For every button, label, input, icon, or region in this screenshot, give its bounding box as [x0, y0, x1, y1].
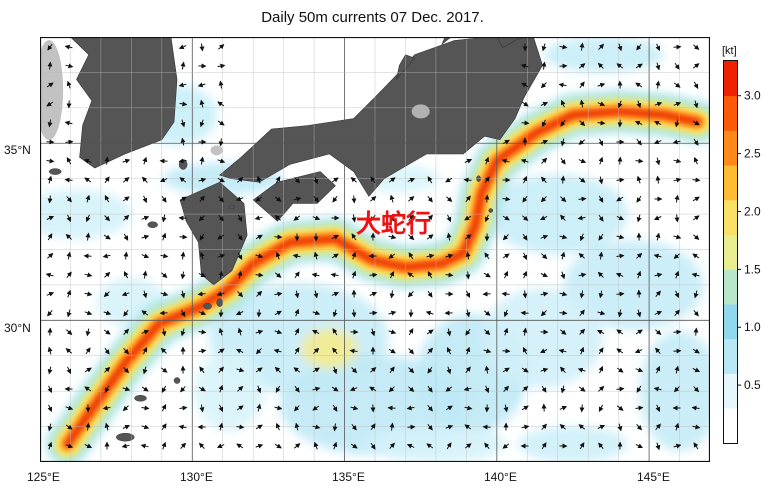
colorbar-cells [723, 61, 738, 444]
map-title: Daily 50m currents 07 Dec. 2017. [261, 9, 484, 26]
colorbar-tick-label: 2.5 [744, 147, 761, 161]
map-frame [40, 37, 710, 462]
colorbar-unit: [kt] [722, 45, 737, 57]
colorbar-tick-label: 1.0 [744, 320, 761, 334]
lon-label-130: 130°E [180, 470, 213, 484]
lon-label-145: 145°E [637, 470, 670, 484]
current-map: 大蛇行 [40, 37, 710, 462]
colorbar-tick-label: 2.0 [744, 204, 761, 218]
graticule [40, 37, 710, 462]
meander-annotation: 大蛇行 [356, 209, 431, 238]
land-masses [40, 37, 543, 442]
colorbar: [kt] 0.5 1.0 1.5 2.0 2.5 3.0 [722, 45, 761, 444]
lon-label-125: 125°E [27, 470, 60, 484]
colorbar-tick-label: 0.5 [744, 378, 761, 392]
colorbar-tick-label: 1.5 [744, 262, 761, 276]
current-vectors [45, 42, 701, 451]
colorbar-tick-label: 3.0 [744, 89, 761, 103]
colorbar-frame [723, 60, 738, 444]
lon-label-135: 135°E [332, 470, 365, 484]
lat-label-35: 35°N [4, 143, 31, 157]
lat-label-30: 30°N [4, 321, 31, 335]
colorbar-ticks: 0.5 1.0 1.5 2.0 2.5 3.0 [737, 89, 761, 392]
lon-label-140: 140°E [484, 470, 517, 484]
